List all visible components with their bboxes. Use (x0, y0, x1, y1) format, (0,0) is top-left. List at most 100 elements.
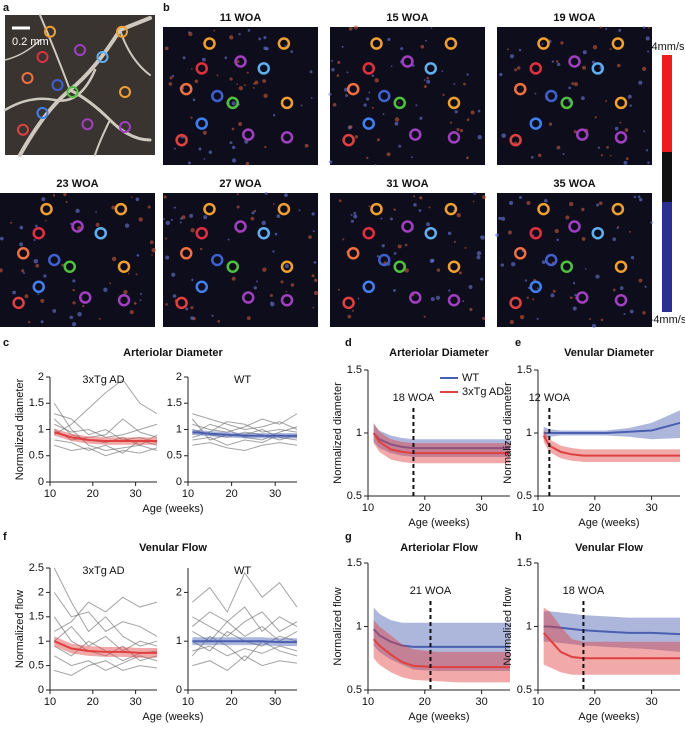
speckle (592, 45, 598, 50)
speckle (130, 196, 133, 199)
vessel-marker (545, 89, 558, 103)
speckle (571, 82, 575, 86)
speckle (541, 260, 546, 264)
speckle (569, 296, 573, 299)
speckle (52, 309, 57, 313)
x-tick-label: 10 (182, 488, 194, 500)
x-tick-label: 10 (182, 696, 194, 708)
speckle (426, 222, 431, 227)
speckle (594, 116, 597, 119)
speckle (21, 269, 25, 273)
speckle (98, 317, 101, 320)
trace-line (192, 434, 298, 446)
speckle (263, 36, 267, 40)
speckle (203, 158, 206, 160)
speckle (228, 35, 234, 40)
subplot-label: WT (234, 565, 251, 577)
vessel-marker (342, 296, 355, 310)
speckle (582, 65, 587, 70)
y-tick-label: 1.5 (347, 557, 362, 569)
y-tick-label: 1 (176, 423, 182, 435)
speckle (129, 310, 134, 315)
speckle (231, 158, 237, 163)
x-tick-label: 10 (532, 502, 544, 514)
speckle (645, 36, 650, 41)
image-title: 15 WOA (386, 12, 428, 24)
trace-line (54, 423, 158, 438)
trace-line (192, 645, 298, 657)
speckle (514, 68, 518, 72)
y-tick-label: 0.5 (347, 490, 362, 502)
speckle (269, 293, 273, 297)
speckle (556, 238, 559, 242)
speckle (624, 128, 629, 132)
vessel-marker (409, 291, 422, 304)
speckle (328, 92, 332, 96)
speckle (430, 27, 433, 29)
speckle (43, 274, 47, 278)
x-tick-label: 10 (362, 696, 374, 708)
speckle (262, 267, 267, 272)
speckle (387, 37, 391, 42)
vessel-marker (211, 89, 224, 103)
trace-line (54, 378, 158, 436)
speckle (123, 289, 128, 295)
y-axis-label: Normalized diameter (14, 378, 26, 480)
speckle (442, 93, 445, 97)
speckle (111, 256, 117, 262)
speckle (572, 281, 576, 285)
speckle (647, 26, 650, 29)
panel-label: h (515, 531, 522, 543)
speckle (151, 254, 153, 256)
vessel-marker (195, 117, 208, 130)
speckle (466, 156, 469, 160)
vessel-marker (180, 82, 193, 96)
confidence-band (373, 607, 510, 671)
speckle (33, 238, 36, 242)
speckle (397, 102, 400, 104)
speckle (462, 300, 465, 303)
speckle (368, 91, 371, 94)
vessel-marker (409, 128, 422, 141)
speckle (628, 230, 631, 233)
vessel-marker (444, 37, 458, 50)
speckle (436, 268, 441, 272)
confidence-band (373, 422, 510, 464)
speckle (619, 286, 624, 290)
speckle (199, 247, 203, 251)
speckle (404, 268, 409, 273)
speckle (480, 277, 484, 281)
x-tick-label: 10 (44, 488, 56, 500)
speckle (0, 236, 4, 241)
speckle (393, 208, 396, 211)
vessel-marker (203, 202, 216, 216)
speckle (473, 191, 477, 195)
speckle (431, 258, 435, 263)
trace-line (191, 635, 298, 662)
speckle (284, 264, 290, 269)
speckle (337, 288, 340, 291)
speckle (453, 240, 456, 243)
panel-label: d (345, 337, 352, 349)
speckle (647, 161, 650, 164)
speckle (40, 298, 45, 303)
vessel-marker (63, 260, 76, 273)
colorbar-black (662, 152, 672, 202)
speckle (435, 295, 441, 300)
speckle (290, 283, 295, 287)
speckle (382, 113, 385, 115)
speckle (428, 206, 431, 209)
speckle (568, 86, 572, 90)
speckle (574, 293, 577, 297)
speckle (568, 201, 574, 207)
mean-line (372, 432, 510, 450)
speckle (23, 272, 26, 275)
speckle (309, 70, 313, 74)
speckle (537, 153, 542, 158)
speckle (534, 92, 537, 95)
vessel-marker (234, 220, 247, 233)
speckle (203, 215, 208, 220)
vessel-marker (362, 280, 375, 294)
speckle (419, 116, 423, 120)
trace-line (54, 439, 158, 454)
